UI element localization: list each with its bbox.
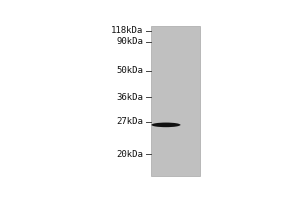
Ellipse shape <box>161 123 176 126</box>
Bar <box>152 26 200 176</box>
Text: 20kDa: 20kDa <box>116 150 143 159</box>
Ellipse shape <box>152 123 181 127</box>
Text: 118kDa: 118kDa <box>111 26 143 35</box>
Text: 36kDa: 36kDa <box>116 93 143 102</box>
Text: 90kDa: 90kDa <box>116 37 143 46</box>
Text: 27kDa: 27kDa <box>116 117 143 126</box>
Text: 50kDa: 50kDa <box>116 66 143 75</box>
